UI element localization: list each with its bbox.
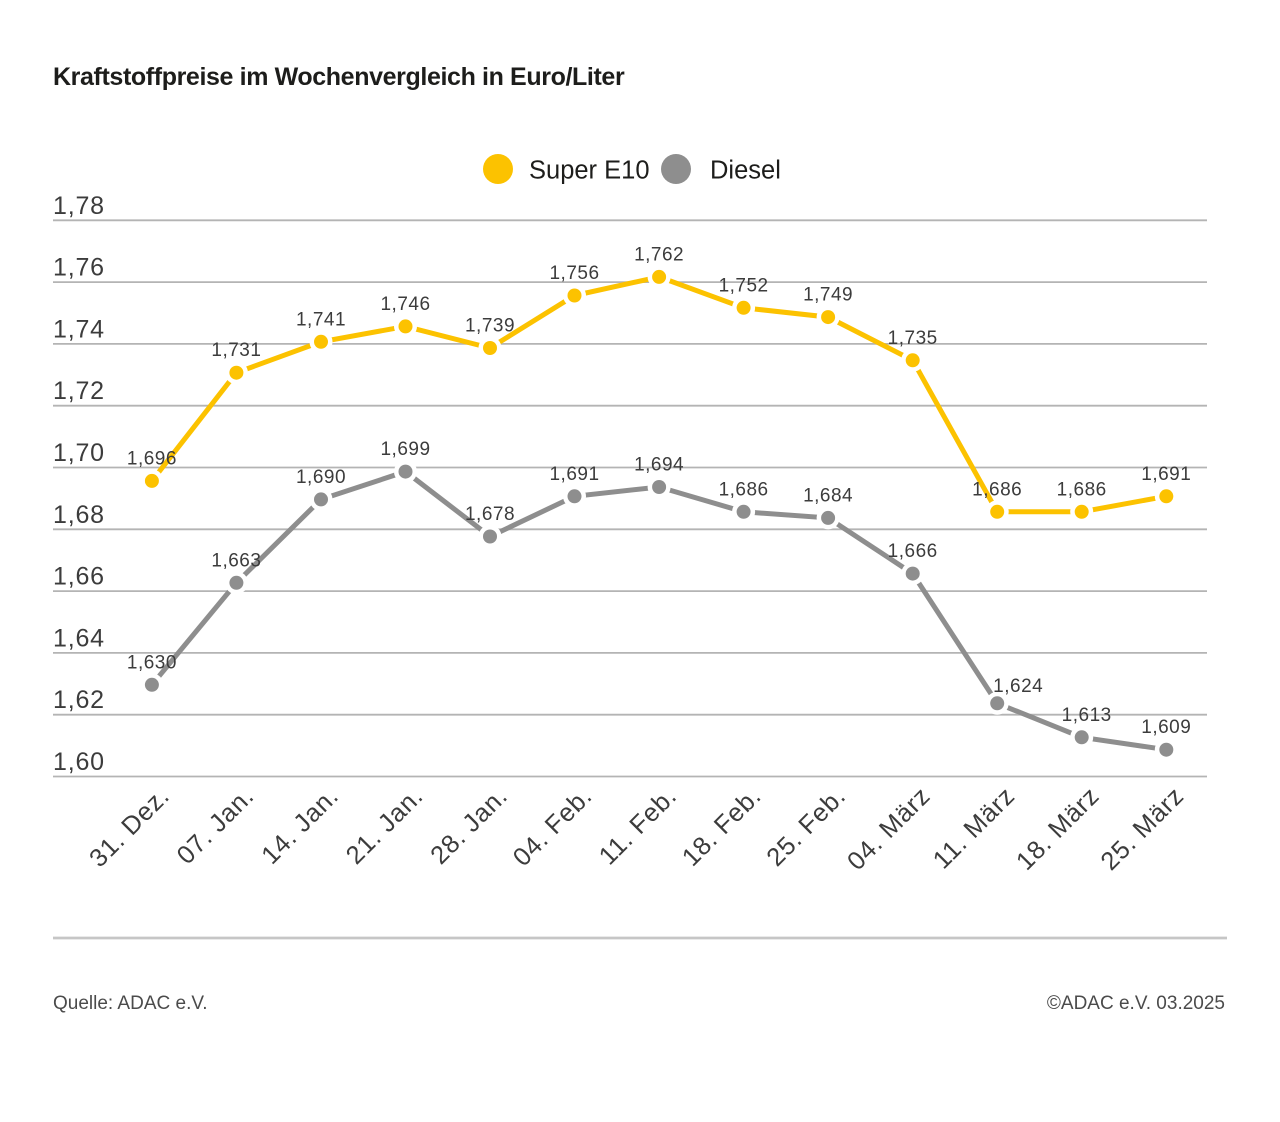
svg-text:Diesel: Diesel <box>710 157 781 185</box>
svg-text:1,72: 1,72 <box>53 377 105 405</box>
svg-text:11. Feb.: 11. Feb. <box>594 782 683 871</box>
svg-text:1,630: 1,630 <box>127 652 177 673</box>
svg-text:1,762: 1,762 <box>634 244 684 265</box>
svg-text:1,64: 1,64 <box>53 624 105 652</box>
svg-text:1,686: 1,686 <box>1057 479 1107 500</box>
svg-text:25. Feb.: 25. Feb. <box>761 782 851 872</box>
svg-text:04. Feb.: 04. Feb. <box>508 782 598 872</box>
svg-text:28. Jan.: 28. Jan. <box>425 782 513 870</box>
svg-text:1,78: 1,78 <box>53 192 105 220</box>
svg-text:1,746: 1,746 <box>380 294 430 315</box>
svg-text:1,741: 1,741 <box>296 309 346 330</box>
svg-text:1,684: 1,684 <box>803 485 853 506</box>
svg-text:1,694: 1,694 <box>634 455 684 476</box>
svg-text:1,699: 1,699 <box>380 439 430 460</box>
svg-text:1,666: 1,666 <box>888 541 938 562</box>
svg-text:1,686: 1,686 <box>719 479 769 500</box>
svg-text:25. März: 25. März <box>1096 782 1190 876</box>
svg-text:1,696: 1,696 <box>127 448 177 469</box>
svg-text:14. Jan.: 14. Jan. <box>256 782 344 870</box>
svg-text:04. März: 04. März <box>842 782 936 876</box>
svg-text:Quelle: ADAC e.V.: Quelle: ADAC e.V. <box>53 993 208 1014</box>
svg-text:07. Jan.: 07. Jan. <box>172 782 260 870</box>
svg-text:1,663: 1,663 <box>211 550 261 571</box>
svg-text:21. Jan.: 21. Jan. <box>341 782 429 870</box>
svg-text:18. März: 18. März <box>1011 782 1105 876</box>
svg-text:1,624: 1,624 <box>993 676 1043 697</box>
svg-text:31. Dez.: 31. Dez. <box>84 782 175 873</box>
svg-text:1,691: 1,691 <box>1141 464 1191 485</box>
svg-text:1,749: 1,749 <box>803 285 853 306</box>
svg-text:1,735: 1,735 <box>888 328 938 349</box>
svg-text:1,609: 1,609 <box>1141 717 1191 738</box>
svg-text:1,739: 1,739 <box>465 316 515 337</box>
svg-text:1,690: 1,690 <box>296 467 346 488</box>
svg-text:1,613: 1,613 <box>1062 705 1112 726</box>
svg-text:1,76: 1,76 <box>53 254 105 282</box>
svg-text:1,60: 1,60 <box>53 748 105 776</box>
svg-text:1,691: 1,691 <box>549 464 599 485</box>
svg-text:1,756: 1,756 <box>549 263 599 284</box>
svg-text:1,68: 1,68 <box>53 501 105 529</box>
svg-text:1,74: 1,74 <box>53 315 105 343</box>
svg-text:Super E10: Super E10 <box>529 157 650 185</box>
svg-text:1,70: 1,70 <box>53 439 105 467</box>
svg-text:©ADAC e.V. 03.2025: ©ADAC e.V. 03.2025 <box>1047 993 1225 1014</box>
svg-text:1,686: 1,686 <box>972 479 1022 500</box>
svg-text:1,752: 1,752 <box>719 275 769 296</box>
svg-text:1,66: 1,66 <box>53 563 105 591</box>
svg-text:11. März: 11. März <box>928 782 1021 875</box>
svg-text:1,62: 1,62 <box>53 686 105 714</box>
svg-text:1,731: 1,731 <box>211 340 261 361</box>
svg-text:1,678: 1,678 <box>465 504 515 525</box>
svg-text:18. Feb.: 18. Feb. <box>677 782 767 872</box>
